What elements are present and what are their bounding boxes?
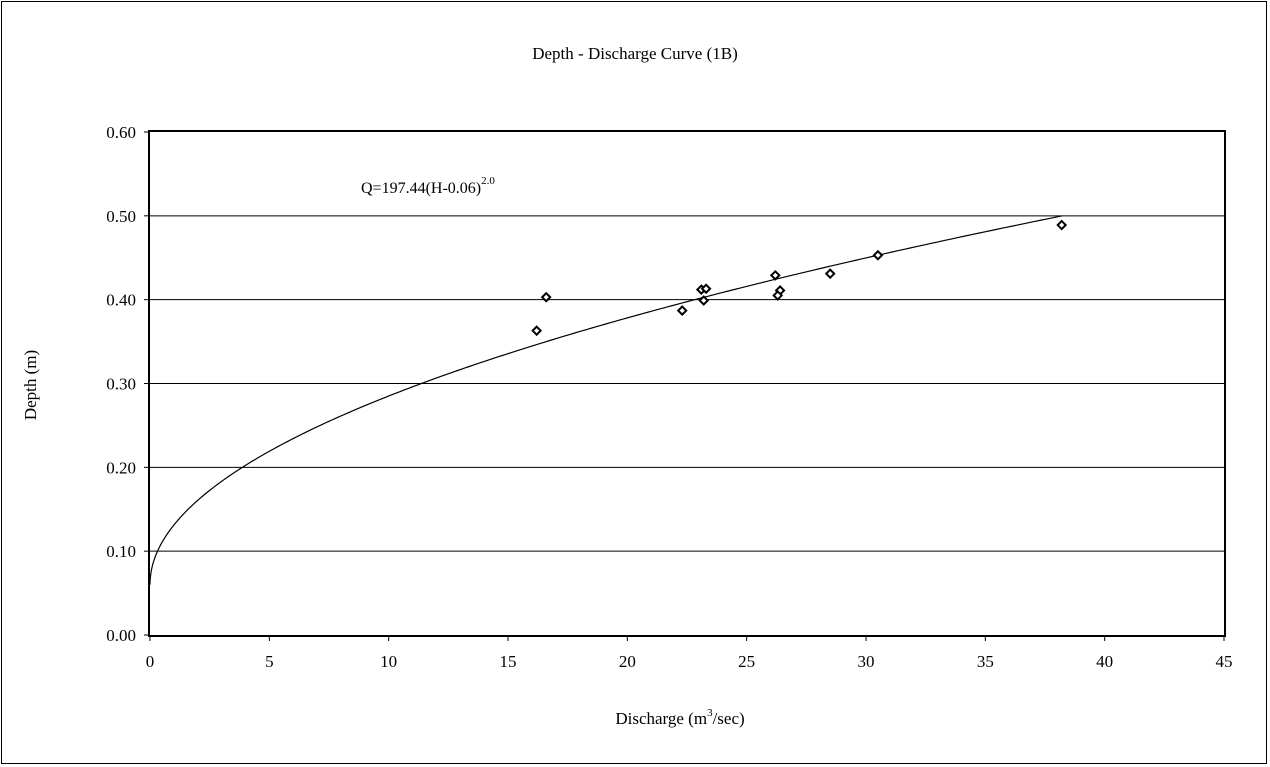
x-tick-label-8: 40	[1096, 652, 1113, 671]
x-tick-label-7: 35	[977, 652, 994, 671]
data-point-4	[700, 283, 712, 295]
data-point-9	[824, 268, 836, 280]
x-tick-label-9: 45	[1216, 652, 1233, 671]
y-tick-label-5: 0.50	[106, 207, 136, 226]
data-point-11	[1056, 219, 1068, 231]
x-tick-label-1: 5	[265, 652, 274, 671]
y-axis-ticks: 0.00 0.10 0.20 0.30 0.40 0.50 0.60	[106, 123, 150, 645]
x-axis-ticks: 0 5 10 15 20 25 30 35 40 45	[146, 635, 1233, 671]
x-tick-label-5: 25	[738, 652, 755, 671]
x-tick-label-4: 20	[619, 652, 636, 671]
chart-title: Depth - Discharge Curve (1B)	[532, 44, 738, 63]
y-tick-label-0: 0.00	[106, 626, 136, 645]
data-point-0	[531, 325, 543, 337]
y-tick-label-3: 0.30	[106, 375, 136, 394]
x-tick-label-3: 15	[500, 652, 517, 671]
fit-equation-exponent: 2.0	[481, 175, 495, 187]
y-tick-label-4: 0.40	[106, 291, 136, 310]
y-tick-label-1: 0.10	[106, 542, 136, 561]
y-axis-title: Depth (m)	[21, 350, 40, 420]
data-point-2	[676, 305, 688, 316]
y-tick-label-6: 0.60	[106, 123, 136, 142]
fit-curve-layer	[149, 215, 1063, 585]
fit-curve	[149, 215, 1063, 585]
fit-equation-main: Q=197.44(H-0.06)	[361, 180, 481, 197]
y-tick-label-2: 0.20	[106, 458, 136, 477]
x-tick-label-0: 0	[146, 652, 155, 671]
x-tick-label-2: 10	[380, 652, 397, 671]
data-point-5	[698, 295, 710, 306]
x-axis-title-unit: /sec)	[713, 709, 745, 728]
x-tick-label-6: 30	[858, 652, 875, 671]
data-point-10	[872, 249, 884, 261]
gridlines	[150, 215, 1224, 552]
data-point-6	[769, 269, 781, 281]
x-axis-title-main: Discharge (m	[615, 709, 707, 728]
fit-equation: Q=197.44(H-0.06)2.0	[361, 175, 495, 197]
x-axis-title: Discharge (m3/sec)	[615, 707, 744, 728]
data-point-1	[540, 291, 552, 303]
x-axis-title-superscript: 3	[707, 707, 713, 719]
data-point-8	[772, 290, 784, 301]
data-points	[531, 219, 1068, 337]
